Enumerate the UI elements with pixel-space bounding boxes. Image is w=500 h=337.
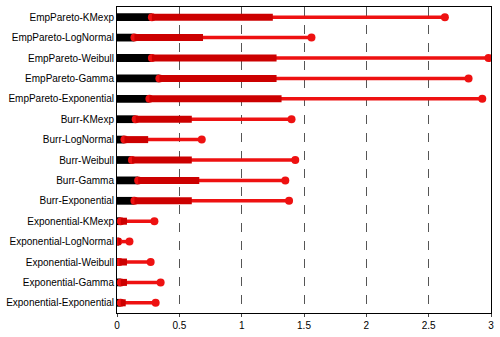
- svg-text:3: 3: [488, 320, 494, 331]
- svg-text:Burr-Exponential: Burr-Exponential: [40, 195, 114, 206]
- svg-text:EmpPareto-KMexp: EmpPareto-KMexp: [30, 12, 115, 23]
- svg-text:EmpPareto-Exponential: EmpPareto-Exponential: [8, 93, 114, 104]
- svg-text:Exponential-Exponential: Exponential-Exponential: [6, 297, 114, 308]
- svg-text:Exponential-KMexp: Exponential-KMexp: [27, 216, 114, 227]
- svg-text:Exponential-Weibull: Exponential-Weibull: [26, 257, 114, 268]
- svg-text:Burr-Gamma: Burr-Gamma: [56, 175, 114, 186]
- svg-text:Burr-LogNormal: Burr-LogNormal: [43, 134, 114, 145]
- svg-text:Burr-KMexp: Burr-KMexp: [61, 114, 115, 125]
- svg-text:EmpPareto-Gamma: EmpPareto-Gamma: [25, 73, 114, 84]
- svg-text:1: 1: [239, 320, 245, 331]
- svg-text:0: 0: [114, 320, 120, 331]
- svg-text:0.5: 0.5: [172, 320, 186, 331]
- svg-text:1.5: 1.5: [297, 320, 311, 331]
- svg-text:Burr-Weibull: Burr-Weibull: [59, 155, 114, 166]
- svg-text:Exponential-Gamma: Exponential-Gamma: [23, 277, 115, 288]
- svg-text:2.5: 2.5: [422, 320, 436, 331]
- svg-text:EmpPareto-Weibull: EmpPareto-Weibull: [28, 53, 114, 64]
- svg-text:EmpPareto-LogNormal: EmpPareto-LogNormal: [12, 32, 114, 43]
- svg-text:Exponential-LogNormal: Exponential-LogNormal: [9, 236, 114, 247]
- svg-text:2: 2: [364, 320, 370, 331]
